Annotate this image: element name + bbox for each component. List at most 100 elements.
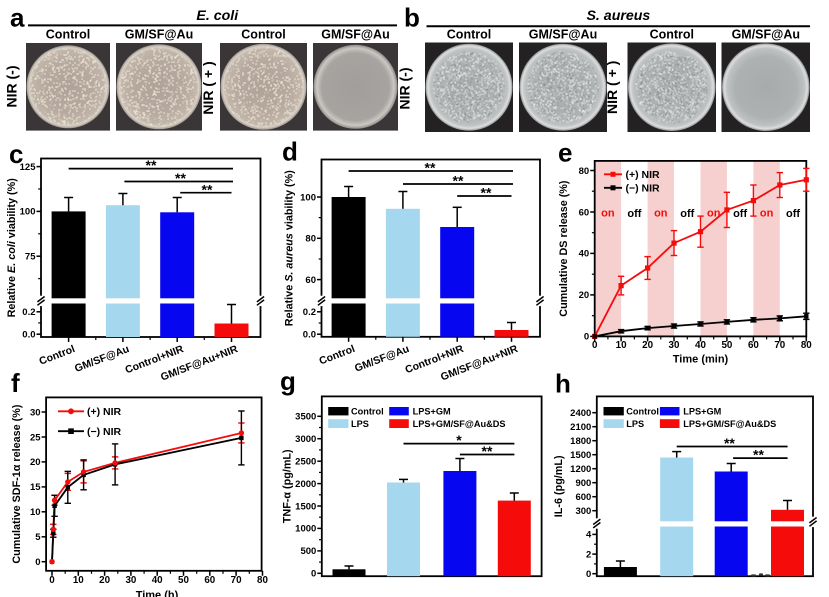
svg-text:0: 0 <box>586 569 591 580</box>
svg-text:GM/SF@Au: GM/SF@Au <box>529 28 597 42</box>
svg-text:100: 100 <box>20 207 36 218</box>
svg-text:0.0: 0.0 <box>22 330 35 341</box>
svg-text:20: 20 <box>99 575 110 586</box>
svg-text:**: ** <box>202 181 213 197</box>
svg-text:on: on <box>707 208 721 220</box>
svg-text:**: ** <box>482 443 493 459</box>
svg-text:off: off <box>733 208 747 220</box>
svg-text:E. coli: E. coli <box>196 8 239 24</box>
svg-text:Control: Control <box>650 28 694 42</box>
svg-text:Cumulative DS release (%): Cumulative DS release (%) <box>558 180 570 317</box>
svg-text:2: 2 <box>586 549 591 560</box>
svg-text:0: 0 <box>584 332 589 343</box>
svg-text:Relative S. aureus viability (: Relative S. aureus viability (%) <box>284 170 296 326</box>
svg-text:10: 10 <box>30 507 41 518</box>
svg-text:2000: 2000 <box>295 479 316 490</box>
svg-text:NIR (-): NIR (-) <box>397 68 413 110</box>
svg-text:**: ** <box>753 447 764 463</box>
svg-text:300: 300 <box>575 506 591 517</box>
svg-text:c: c <box>9 139 23 169</box>
svg-text:2500: 2500 <box>295 457 316 468</box>
svg-text:LPS+GM/SF@Au&DS: LPS+GM/SF@Au&DS <box>413 419 506 429</box>
svg-text:on: on <box>601 208 615 220</box>
svg-text:Control: Control <box>318 343 357 368</box>
svg-text:15: 15 <box>30 482 41 493</box>
svg-text:(−) NIR: (−) NIR <box>87 426 122 438</box>
svg-text:25: 25 <box>30 432 41 443</box>
svg-text:LPS+GM: LPS+GM <box>683 407 721 417</box>
svg-text:0: 0 <box>592 340 598 351</box>
svg-text:GM/SF@Au: GM/SF@Au <box>353 343 411 375</box>
svg-text:4: 4 <box>586 530 592 541</box>
svg-text:60: 60 <box>305 275 316 286</box>
svg-text:1200: 1200 <box>570 464 591 475</box>
svg-text:IL-6 (pg/mL): IL-6 (pg/mL) <box>553 455 565 517</box>
svg-text:30: 30 <box>30 407 41 418</box>
svg-text:80: 80 <box>801 340 812 351</box>
svg-text:80: 80 <box>257 575 268 586</box>
svg-text:75: 75 <box>25 252 36 263</box>
svg-text:10: 10 <box>616 340 627 351</box>
svg-text:LPS: LPS <box>626 419 644 429</box>
svg-text:900: 900 <box>575 478 591 489</box>
svg-text:NIR (-): NIR (-) <box>4 66 20 108</box>
svg-text:Control: Control <box>241 28 285 42</box>
svg-text:80: 80 <box>305 234 316 245</box>
svg-text:Control: Control <box>626 407 659 417</box>
svg-text:60: 60 <box>748 340 759 351</box>
svg-text:0.2: 0.2 <box>303 307 316 318</box>
svg-text:20: 20 <box>642 340 653 351</box>
svg-text:Time (h): Time (h) <box>136 590 179 597</box>
svg-text:1800: 1800 <box>570 436 591 447</box>
svg-text:h: h <box>555 369 571 399</box>
svg-text:LPS: LPS <box>351 419 369 429</box>
svg-text:2400: 2400 <box>570 408 591 419</box>
svg-text:30: 30 <box>669 340 680 351</box>
svg-text:20: 20 <box>30 457 41 468</box>
svg-text:60: 60 <box>579 207 590 218</box>
svg-text:S. aureus: S. aureus <box>586 8 650 24</box>
svg-text:40: 40 <box>152 575 163 586</box>
svg-text:*: * <box>456 432 462 448</box>
svg-text:70: 70 <box>231 575 242 586</box>
svg-text:0.0: 0.0 <box>303 330 316 341</box>
svg-text:**: ** <box>453 173 464 189</box>
svg-text:Control: Control <box>447 28 491 42</box>
svg-text:on: on <box>654 208 668 220</box>
svg-text:GM/SF@Au: GM/SF@Au <box>73 343 131 375</box>
svg-text:2100: 2100 <box>570 422 591 433</box>
svg-text:1500: 1500 <box>570 450 591 461</box>
svg-text:1000: 1000 <box>295 524 316 535</box>
svg-text:d: d <box>282 137 298 167</box>
svg-text:50: 50 <box>178 575 189 586</box>
svg-text:g: g <box>280 366 296 396</box>
svg-text:Relative E. coli viability (%): Relative E. coli viability (%) <box>6 178 18 318</box>
svg-text:GM/SF@Au: GM/SF@Au <box>321 28 389 42</box>
svg-text:100: 100 <box>300 192 316 203</box>
svg-text:40: 40 <box>695 340 706 351</box>
svg-text:20: 20 <box>579 290 590 301</box>
svg-text:50: 50 <box>721 340 732 351</box>
svg-text:3000: 3000 <box>295 434 316 445</box>
svg-text:500: 500 <box>300 546 316 557</box>
svg-text:NIR ( + ): NIR ( + ) <box>604 61 620 114</box>
svg-text:5: 5 <box>35 532 41 543</box>
svg-text:b: b <box>404 2 420 32</box>
svg-text:70: 70 <box>774 340 785 351</box>
svg-text:**: ** <box>481 185 492 201</box>
svg-text:0.2: 0.2 <box>22 307 35 318</box>
svg-text:**: ** <box>175 170 186 186</box>
svg-text:(+) NIR: (+) NIR <box>87 406 122 418</box>
svg-text:30: 30 <box>125 575 136 586</box>
svg-text:0: 0 <box>311 569 316 580</box>
svg-text:125: 125 <box>20 162 37 173</box>
svg-text:(−) NIR: (−) NIR <box>626 182 661 194</box>
svg-text:GM/SF@Au: GM/SF@Au <box>732 28 800 42</box>
svg-text:e: e <box>558 138 572 168</box>
svg-text:LPS+GM: LPS+GM <box>413 407 451 417</box>
svg-text:**: ** <box>425 160 436 176</box>
svg-text:Control: Control <box>38 343 77 368</box>
svg-text:0: 0 <box>35 557 40 568</box>
svg-text:(+) NIR: (+) NIR <box>626 169 661 181</box>
svg-text:1500: 1500 <box>295 501 316 512</box>
